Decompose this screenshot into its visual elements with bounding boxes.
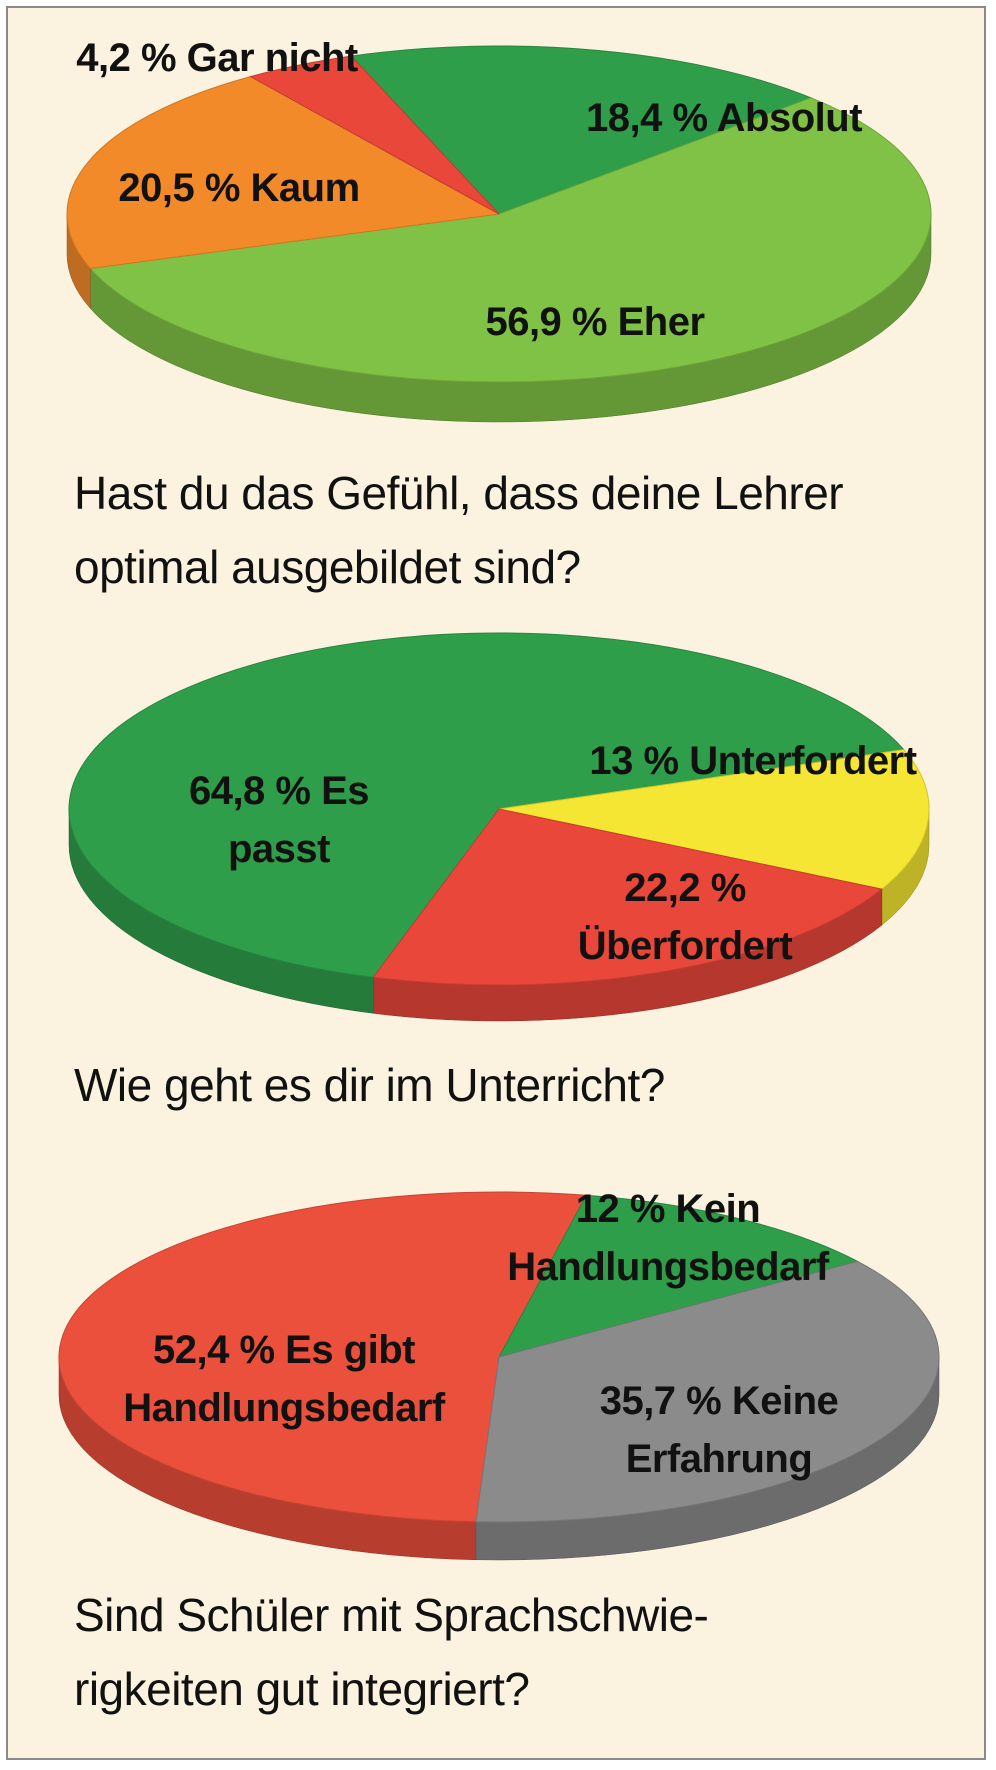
slice-label: 18,4 % Absolut (585, 89, 863, 147)
pie-slice (89, 97, 932, 383)
slice-label: 22,2 % Überfordert (540, 859, 830, 975)
slice-label: 20,5 % Kaum (118, 159, 361, 217)
pie-canvas (58, 45, 940, 1561)
slice-value-label: 18,4 % (585, 96, 708, 140)
slice-category-label: Kaum (250, 166, 361, 210)
slice-category-label: Es passt (228, 769, 370, 871)
slice-category-label: Kein Handlungsbedarf (507, 1187, 829, 1289)
slice-value-label: 20,5 % (118, 166, 240, 210)
pie-slice (475, 1260, 940, 1523)
slice-category-label: Keine Erfahrung (625, 1379, 839, 1481)
chart-title: Sind Schüler mit Sprachschwie-rigkeiten … (74, 1589, 709, 1715)
slice-category-label: Überfordert (577, 924, 793, 968)
slice-value-label: 64,8 % (188, 769, 311, 813)
slice-label: 4,2 % Gar nicht (76, 29, 358, 87)
slice-category-label: Gar nicht (186, 36, 359, 80)
pie-slice (66, 76, 501, 270)
slice-value-label: 22,2 % (624, 866, 746, 910)
pie-slice (372, 808, 884, 986)
slice-category-label: Es gibt Handlungsbedarf (123, 1328, 445, 1430)
pie-slice (58, 1191, 588, 1523)
pie-slice (68, 632, 905, 978)
pie-slice (498, 749, 930, 890)
slice-value-label: 52,4 % (153, 1328, 275, 1372)
slice-value-label: 35,7 % (599, 1379, 722, 1423)
slice-label: 12 % Kein Handlungsbedarf (468, 1180, 868, 1296)
slice-value-label: 13 % (589, 739, 679, 783)
slice-label: 13 % Unterfordert (589, 732, 917, 790)
pie-slice (498, 1194, 860, 1358)
slice-label: 52,4 % Es gibt Handlungsbedarf (84, 1321, 484, 1437)
slice-label: 56,9 % Eher (485, 293, 705, 351)
pie-slice (249, 55, 500, 215)
infographic: 18,4 % Absolut 56,9 % Eher 20,5 % Kaum 4,2 … (6, 6, 986, 1760)
slice-label: 35,7 % Keine Erfahrung (554, 1372, 884, 1488)
slice-category-label: Absolut (716, 96, 863, 140)
slice-category-label: Unterfordert (689, 739, 917, 783)
slice-category-label: Eher (617, 300, 705, 344)
slice-value-label: 12 % (575, 1187, 666, 1231)
chart-title: Wie geht es dir im Unterricht? (74, 1059, 665, 1111)
slice-value-label: 4,2 % (76, 36, 177, 80)
slice-value-label: 56,9 % (485, 300, 607, 344)
chart-title: Hast du das Gefühl, dass deine Lehrer op… (74, 467, 844, 593)
slice-label: 64,8 % Es passt (174, 762, 384, 878)
pie-slice (350, 45, 813, 215)
